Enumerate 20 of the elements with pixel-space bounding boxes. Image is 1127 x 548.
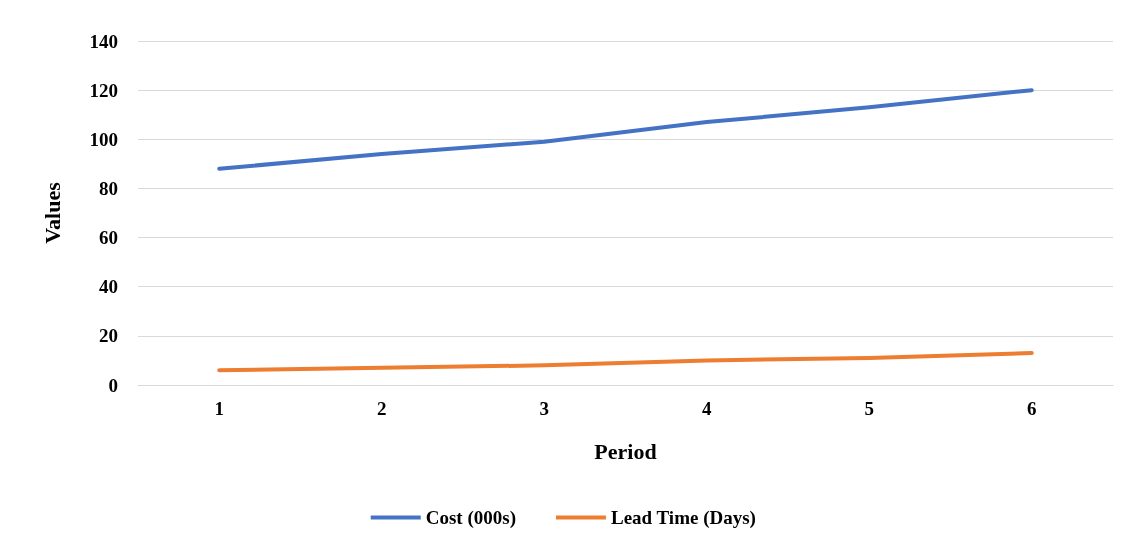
x-tick-label: 4 — [702, 398, 712, 419]
y-tick-label: 40 — [99, 276, 118, 298]
y-tick-label: 140 — [89, 30, 118, 52]
x-tick-label: 2 — [377, 398, 387, 419]
x-tick-label: 1 — [214, 398, 224, 419]
legend-label: Lead Time (Days) — [610, 507, 756, 529]
x-tick-label: 6 — [1027, 398, 1037, 419]
y-tick-label: 60 — [99, 227, 118, 249]
x-tick-label: 3 — [539, 398, 549, 419]
y-axis-title: Values — [39, 181, 65, 244]
y-tick-label: 0 — [108, 374, 118, 396]
x-tick-label: 5 — [864, 398, 874, 419]
y-tick-label: 80 — [99, 177, 118, 199]
x-axis-title: Period — [594, 438, 657, 464]
legend-label: Cost (000s) — [425, 507, 516, 529]
line-series — [217, 351, 1034, 373]
y-tick-label: 20 — [99, 325, 118, 347]
y-tick-label: 120 — [89, 79, 118, 101]
line-series — [217, 88, 1034, 171]
y-tick-label: 100 — [89, 128, 118, 150]
